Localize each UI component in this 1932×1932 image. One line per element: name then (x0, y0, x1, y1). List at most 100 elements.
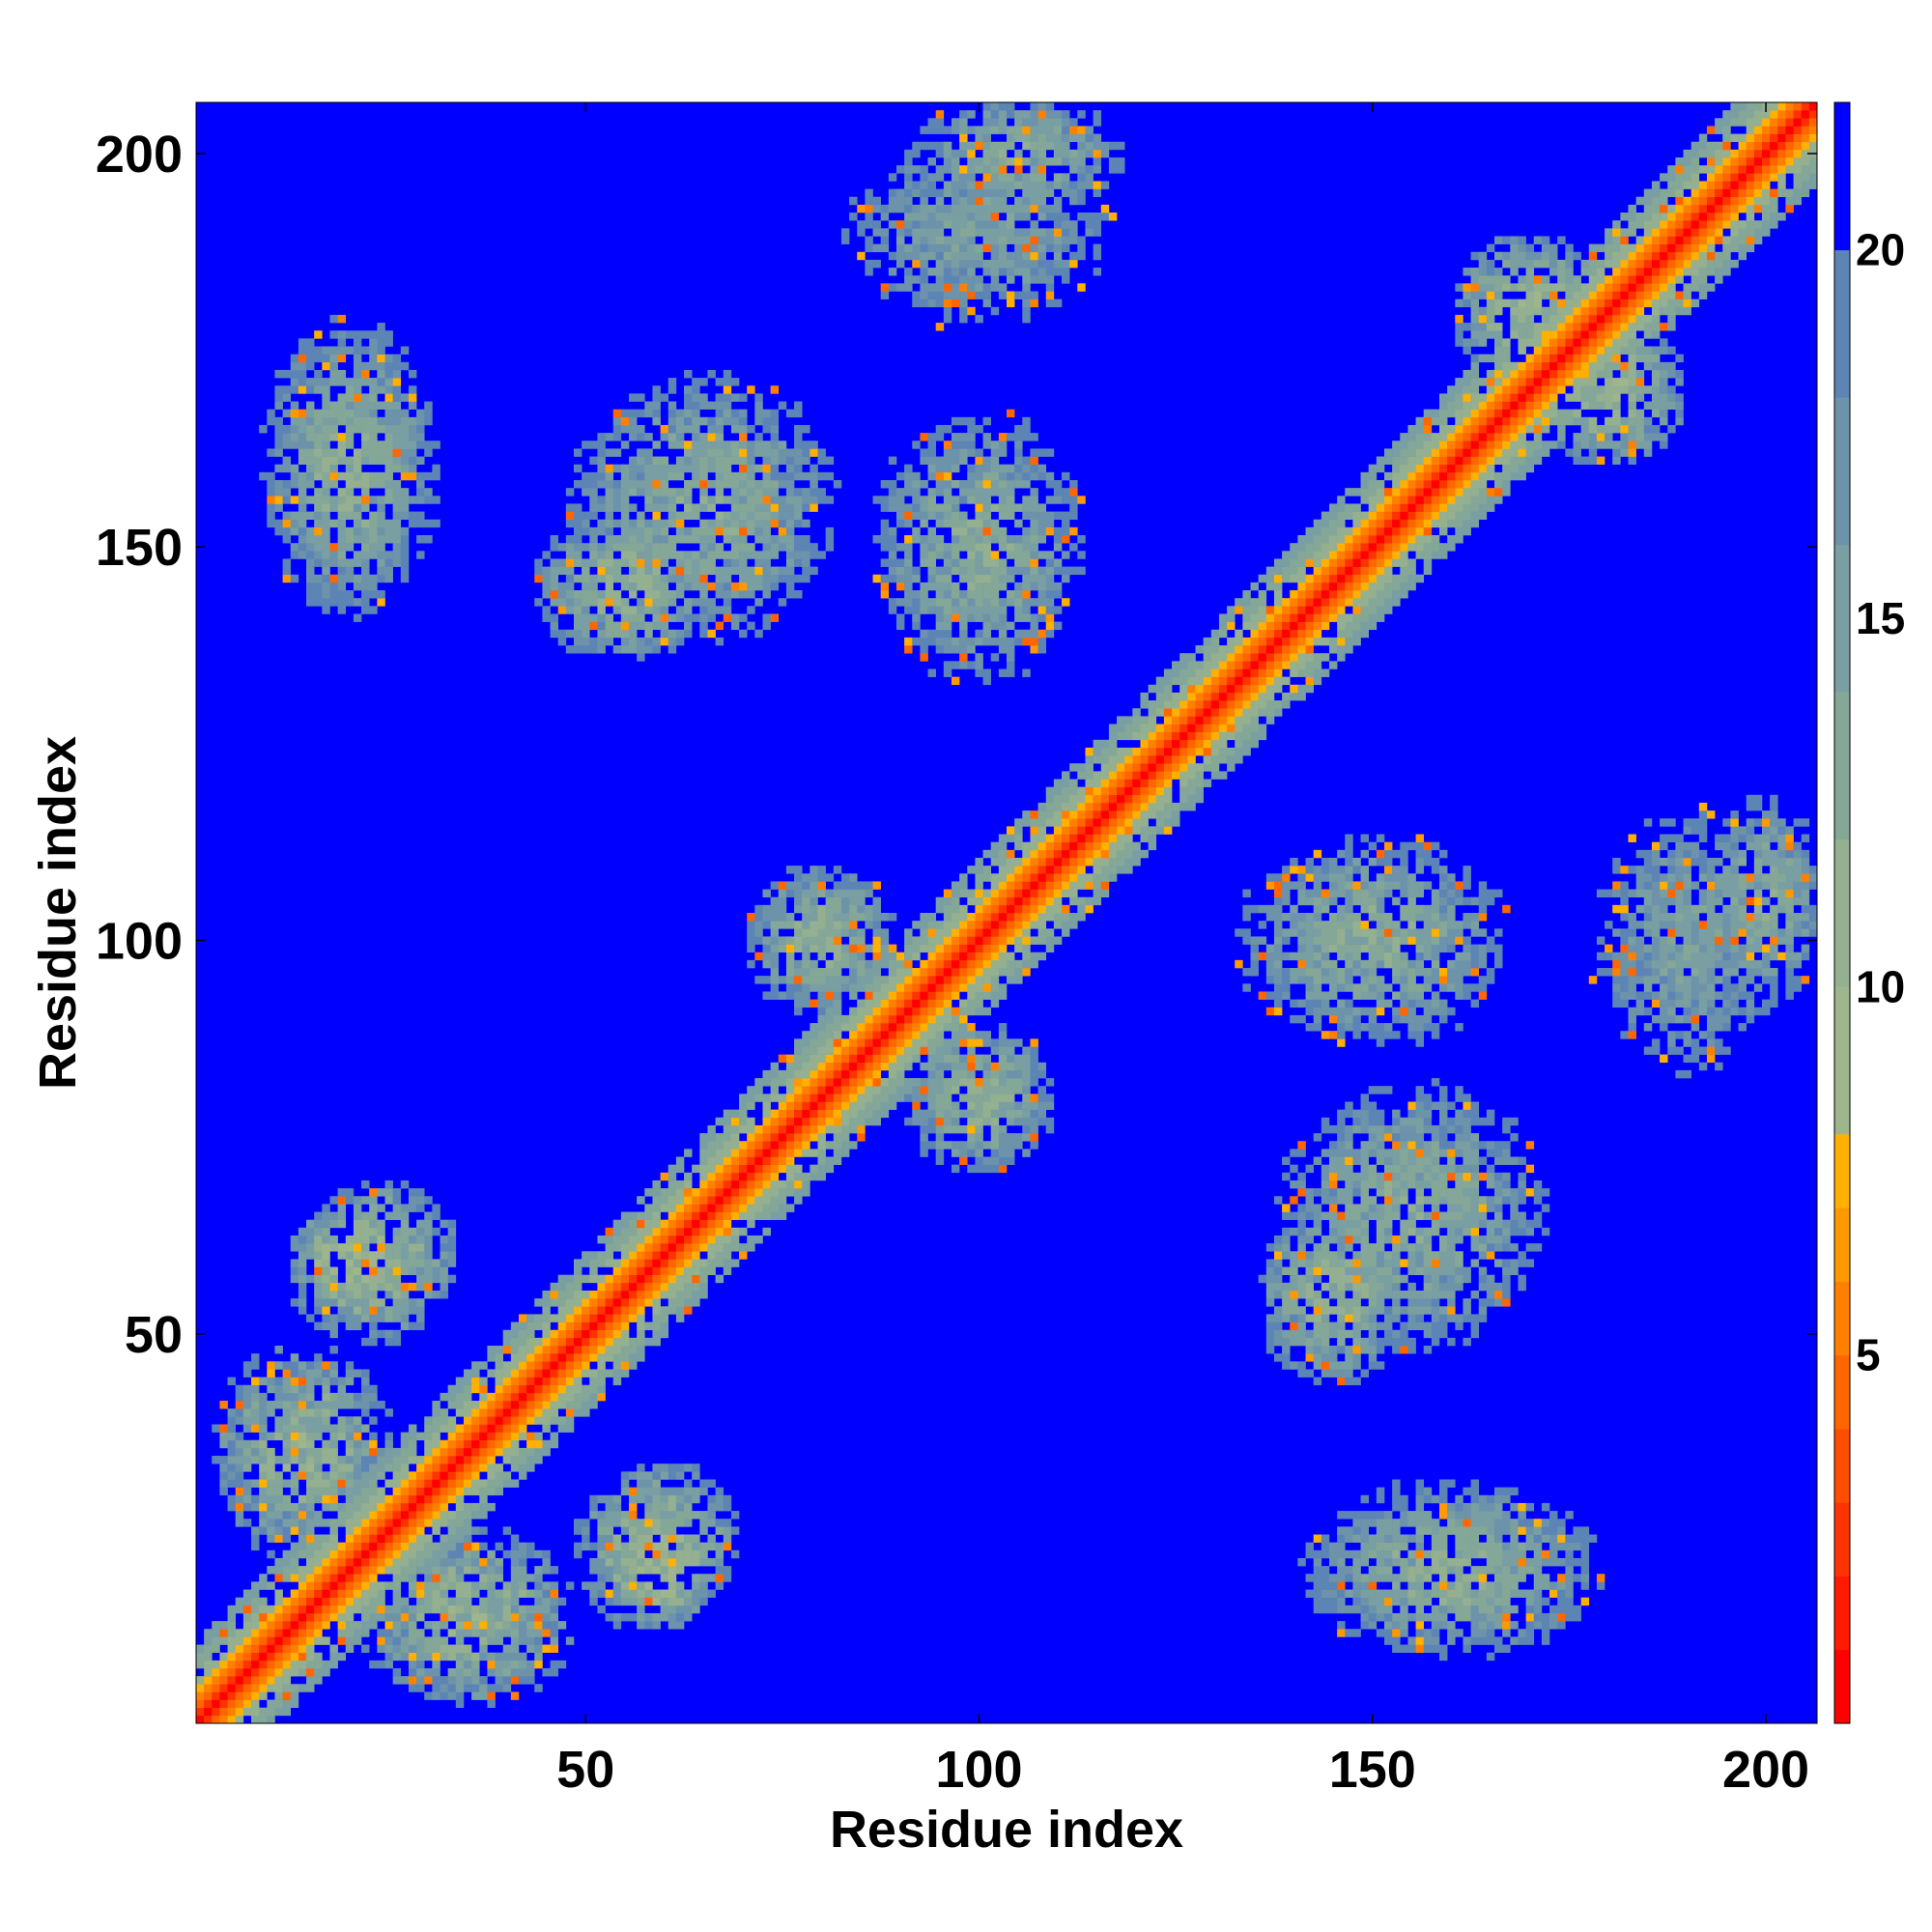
heatmap-cell (692, 1534, 700, 1543)
heatmap-cell (605, 526, 614, 536)
heatmap-cell (644, 590, 653, 599)
heatmap-cell (589, 511, 598, 521)
heatmap-cell (715, 1156, 724, 1165)
heatmap-cell (739, 471, 748, 481)
heatmap-cell (668, 1188, 677, 1197)
heatmap-cell (612, 1227, 622, 1236)
heatmap-cell (582, 1346, 590, 1354)
heatmap-cell (542, 1644, 551, 1653)
heatmap-cell (542, 566, 551, 576)
heatmap-cell (935, 543, 945, 552)
heatmap-cell (888, 913, 897, 922)
heatmap-cell (361, 535, 370, 544)
heatmap-cell (833, 1149, 842, 1157)
heatmap-cell (196, 1644, 205, 1653)
heatmap-cell (510, 1589, 520, 1598)
heatmap-cell (888, 526, 897, 536)
heatmap-cell (904, 606, 913, 614)
heatmap-cell (684, 1597, 693, 1606)
heatmap-cell (582, 1519, 590, 1527)
heatmap-cell (582, 1353, 590, 1362)
heatmap-cell (267, 1487, 275, 1496)
heatmap-cell (542, 1439, 551, 1449)
heatmap-cell (298, 1463, 307, 1472)
heatmap-cell (447, 1494, 457, 1504)
heatmap-cell (377, 1644, 385, 1653)
heatmap-cell (518, 1652, 527, 1662)
heatmap-cell (754, 1086, 763, 1094)
heatmap-cell (597, 464, 606, 473)
heatmap-cell (400, 558, 410, 567)
heatmap-cell (629, 1511, 638, 1520)
heatmap-cell (204, 1707, 213, 1717)
heatmap-cell (589, 1274, 598, 1284)
heatmap-cell (675, 488, 685, 497)
heatmap-cell (747, 1141, 755, 1150)
heatmap-cell (943, 976, 952, 984)
heatmap-cell (675, 629, 685, 639)
heatmap-cell (785, 1149, 795, 1157)
heatmap-cell (833, 1054, 842, 1064)
heatmap-cell (557, 582, 567, 591)
heatmap-cell (534, 1353, 543, 1362)
heatmap-cell (943, 590, 952, 599)
heatmap-cell (943, 952, 952, 961)
heatmap-cell (432, 1502, 440, 1512)
heatmap-cell (637, 535, 645, 544)
heatmap-cell (479, 1408, 488, 1417)
heatmap-cell (369, 1196, 378, 1205)
heatmap-cell (943, 551, 952, 559)
heatmap-cell (377, 1447, 385, 1457)
heatmap-cell (282, 1566, 292, 1575)
heatmap-cell (605, 1346, 614, 1354)
heatmap-cell (699, 1179, 708, 1189)
heatmap-cell (518, 1574, 527, 1582)
heatmap-cell (440, 1502, 448, 1512)
heatmap-cell (314, 1211, 323, 1220)
heatmap-cell (629, 503, 638, 512)
heatmap-cell (785, 944, 795, 953)
heatmap-cell (912, 590, 921, 599)
heatmap-cell (943, 1046, 952, 1055)
heatmap-cell (770, 1164, 780, 1174)
heatmap-cell (880, 479, 890, 489)
heatmap-cell (416, 1188, 425, 1197)
heatmap-cell (510, 1549, 520, 1559)
heatmap-cell (817, 921, 826, 929)
heatmap-cell (644, 621, 653, 631)
heatmap-cell (675, 496, 685, 504)
heatmap-cell (857, 889, 866, 898)
heatmap-cell (322, 456, 330, 465)
heatmap-cell (495, 1660, 503, 1669)
heatmap-cell (747, 913, 755, 922)
heatmap-cell (629, 1566, 638, 1575)
heatmap-cell (825, 1046, 835, 1055)
heatmap-cell (912, 259, 921, 269)
heatmap-cell (912, 298, 921, 308)
heatmap-cell (865, 944, 873, 953)
heatmap-cell (377, 543, 385, 552)
heatmap-cell (219, 1439, 228, 1449)
heatmap-cell (267, 1479, 275, 1488)
heatmap-cell (747, 1243, 755, 1252)
heatmap-cell (242, 1660, 252, 1669)
heatmap-cell (518, 1629, 527, 1637)
heatmap-cell (487, 1456, 496, 1464)
heatmap-cell (605, 1566, 614, 1575)
heatmap-cell (267, 1684, 275, 1692)
heatmap-cell (345, 456, 355, 465)
heatmap-cell (612, 1259, 622, 1267)
heatmap-cell (652, 519, 661, 528)
heatmap-cell (369, 346, 378, 355)
heatmap-cell (322, 1377, 330, 1386)
heatmap-cell (416, 1298, 425, 1307)
heatmap-cell (329, 1534, 338, 1543)
heatmap-cell (534, 1384, 543, 1394)
heatmap-cell (534, 558, 543, 567)
heatmap-cell (762, 959, 771, 969)
heatmap-cell (951, 416, 960, 426)
heatmap-cell (920, 976, 928, 984)
heatmap-cell (840, 1014, 850, 1024)
heatmap-cell (927, 637, 936, 646)
heatmap-cell (637, 471, 645, 481)
